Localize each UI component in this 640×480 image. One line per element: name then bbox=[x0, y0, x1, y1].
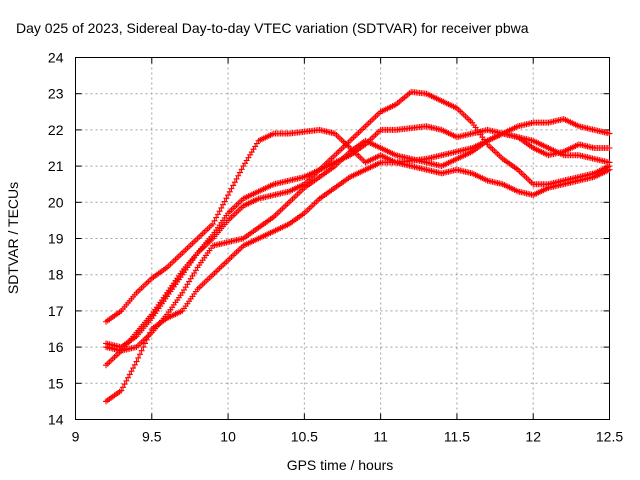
x-axis-label: GPS time / hours bbox=[287, 457, 394, 473]
y-tick-label: 19 bbox=[48, 231, 64, 247]
data-point bbox=[125, 374, 132, 381]
data-point bbox=[211, 217, 218, 224]
data-point bbox=[130, 365, 137, 372]
data-point bbox=[238, 166, 245, 173]
data-point bbox=[121, 381, 128, 388]
y-tick-label: 17 bbox=[48, 303, 64, 319]
data-point bbox=[226, 188, 233, 195]
data-point bbox=[606, 145, 613, 151]
data-point bbox=[143, 336, 150, 343]
data-point bbox=[606, 130, 613, 137]
data-point bbox=[231, 179, 238, 186]
series-track-3 bbox=[103, 88, 613, 369]
data-point bbox=[214, 211, 221, 218]
data-point bbox=[131, 361, 138, 368]
data-point bbox=[233, 175, 240, 182]
data-point bbox=[123, 377, 130, 384]
data-point bbox=[135, 354, 142, 361]
data-point bbox=[216, 208, 223, 215]
data-point bbox=[228, 185, 235, 192]
y-tick-label: 20 bbox=[48, 194, 64, 210]
x-tick-label: 12 bbox=[525, 429, 541, 445]
data-point bbox=[218, 204, 225, 211]
data-layer bbox=[103, 88, 613, 405]
x-tick-label: 9.5 bbox=[142, 429, 162, 445]
data-point bbox=[118, 387, 125, 394]
data-point bbox=[219, 201, 226, 208]
y-tick-label: 14 bbox=[48, 412, 64, 428]
data-point bbox=[235, 172, 242, 179]
x-tick-label: 12.5 bbox=[596, 429, 623, 445]
x-tick-label: 11.5 bbox=[444, 429, 470, 445]
y-tick-label: 23 bbox=[48, 86, 64, 102]
data-point bbox=[119, 384, 126, 391]
y-tick-label: 24 bbox=[48, 50, 64, 66]
y-tick-label: 21 bbox=[48, 158, 64, 174]
data-point bbox=[225, 192, 232, 199]
data-point bbox=[606, 159, 613, 166]
data-point bbox=[133, 358, 140, 365]
data-point bbox=[126, 371, 133, 378]
data-point bbox=[236, 169, 243, 176]
data-point bbox=[128, 368, 135, 375]
data-point bbox=[142, 340, 149, 347]
series-track-4 bbox=[103, 130, 613, 354]
data-point bbox=[147, 329, 154, 336]
tick-layer: 9 9.5 10 10.5 11 11.5 12 12.5 14 15 16 17 18 19 20 21 22… bbox=[48, 50, 623, 445]
data-point bbox=[606, 166, 613, 173]
grid-layer bbox=[75, 57, 610, 420]
x-tick-label: 11 bbox=[373, 429, 388, 445]
y-axis-label: SDTVAR / TECUs bbox=[5, 182, 21, 294]
x-tick-label: 10.5 bbox=[291, 429, 318, 445]
data-point bbox=[145, 333, 152, 340]
data-point bbox=[136, 351, 143, 358]
y-tick-label: 18 bbox=[48, 267, 64, 283]
x-tick-label: 9 bbox=[72, 429, 80, 445]
data-point bbox=[221, 198, 228, 205]
chart-title: Day 025 of 2023, Sidereal Day-to-day VTE… bbox=[16, 20, 529, 36]
series-track-5 bbox=[103, 159, 613, 405]
data-point bbox=[213, 214, 220, 221]
data-point bbox=[230, 182, 237, 189]
data-point bbox=[209, 221, 216, 228]
x-tick-label: 10 bbox=[220, 429, 236, 445]
data-point bbox=[140, 344, 147, 351]
data-point bbox=[223, 195, 230, 202]
y-tick-label: 22 bbox=[48, 122, 64, 138]
data-point bbox=[138, 347, 145, 354]
y-tick-label: 16 bbox=[48, 339, 64, 355]
y-tick-label: 15 bbox=[48, 375, 64, 391]
